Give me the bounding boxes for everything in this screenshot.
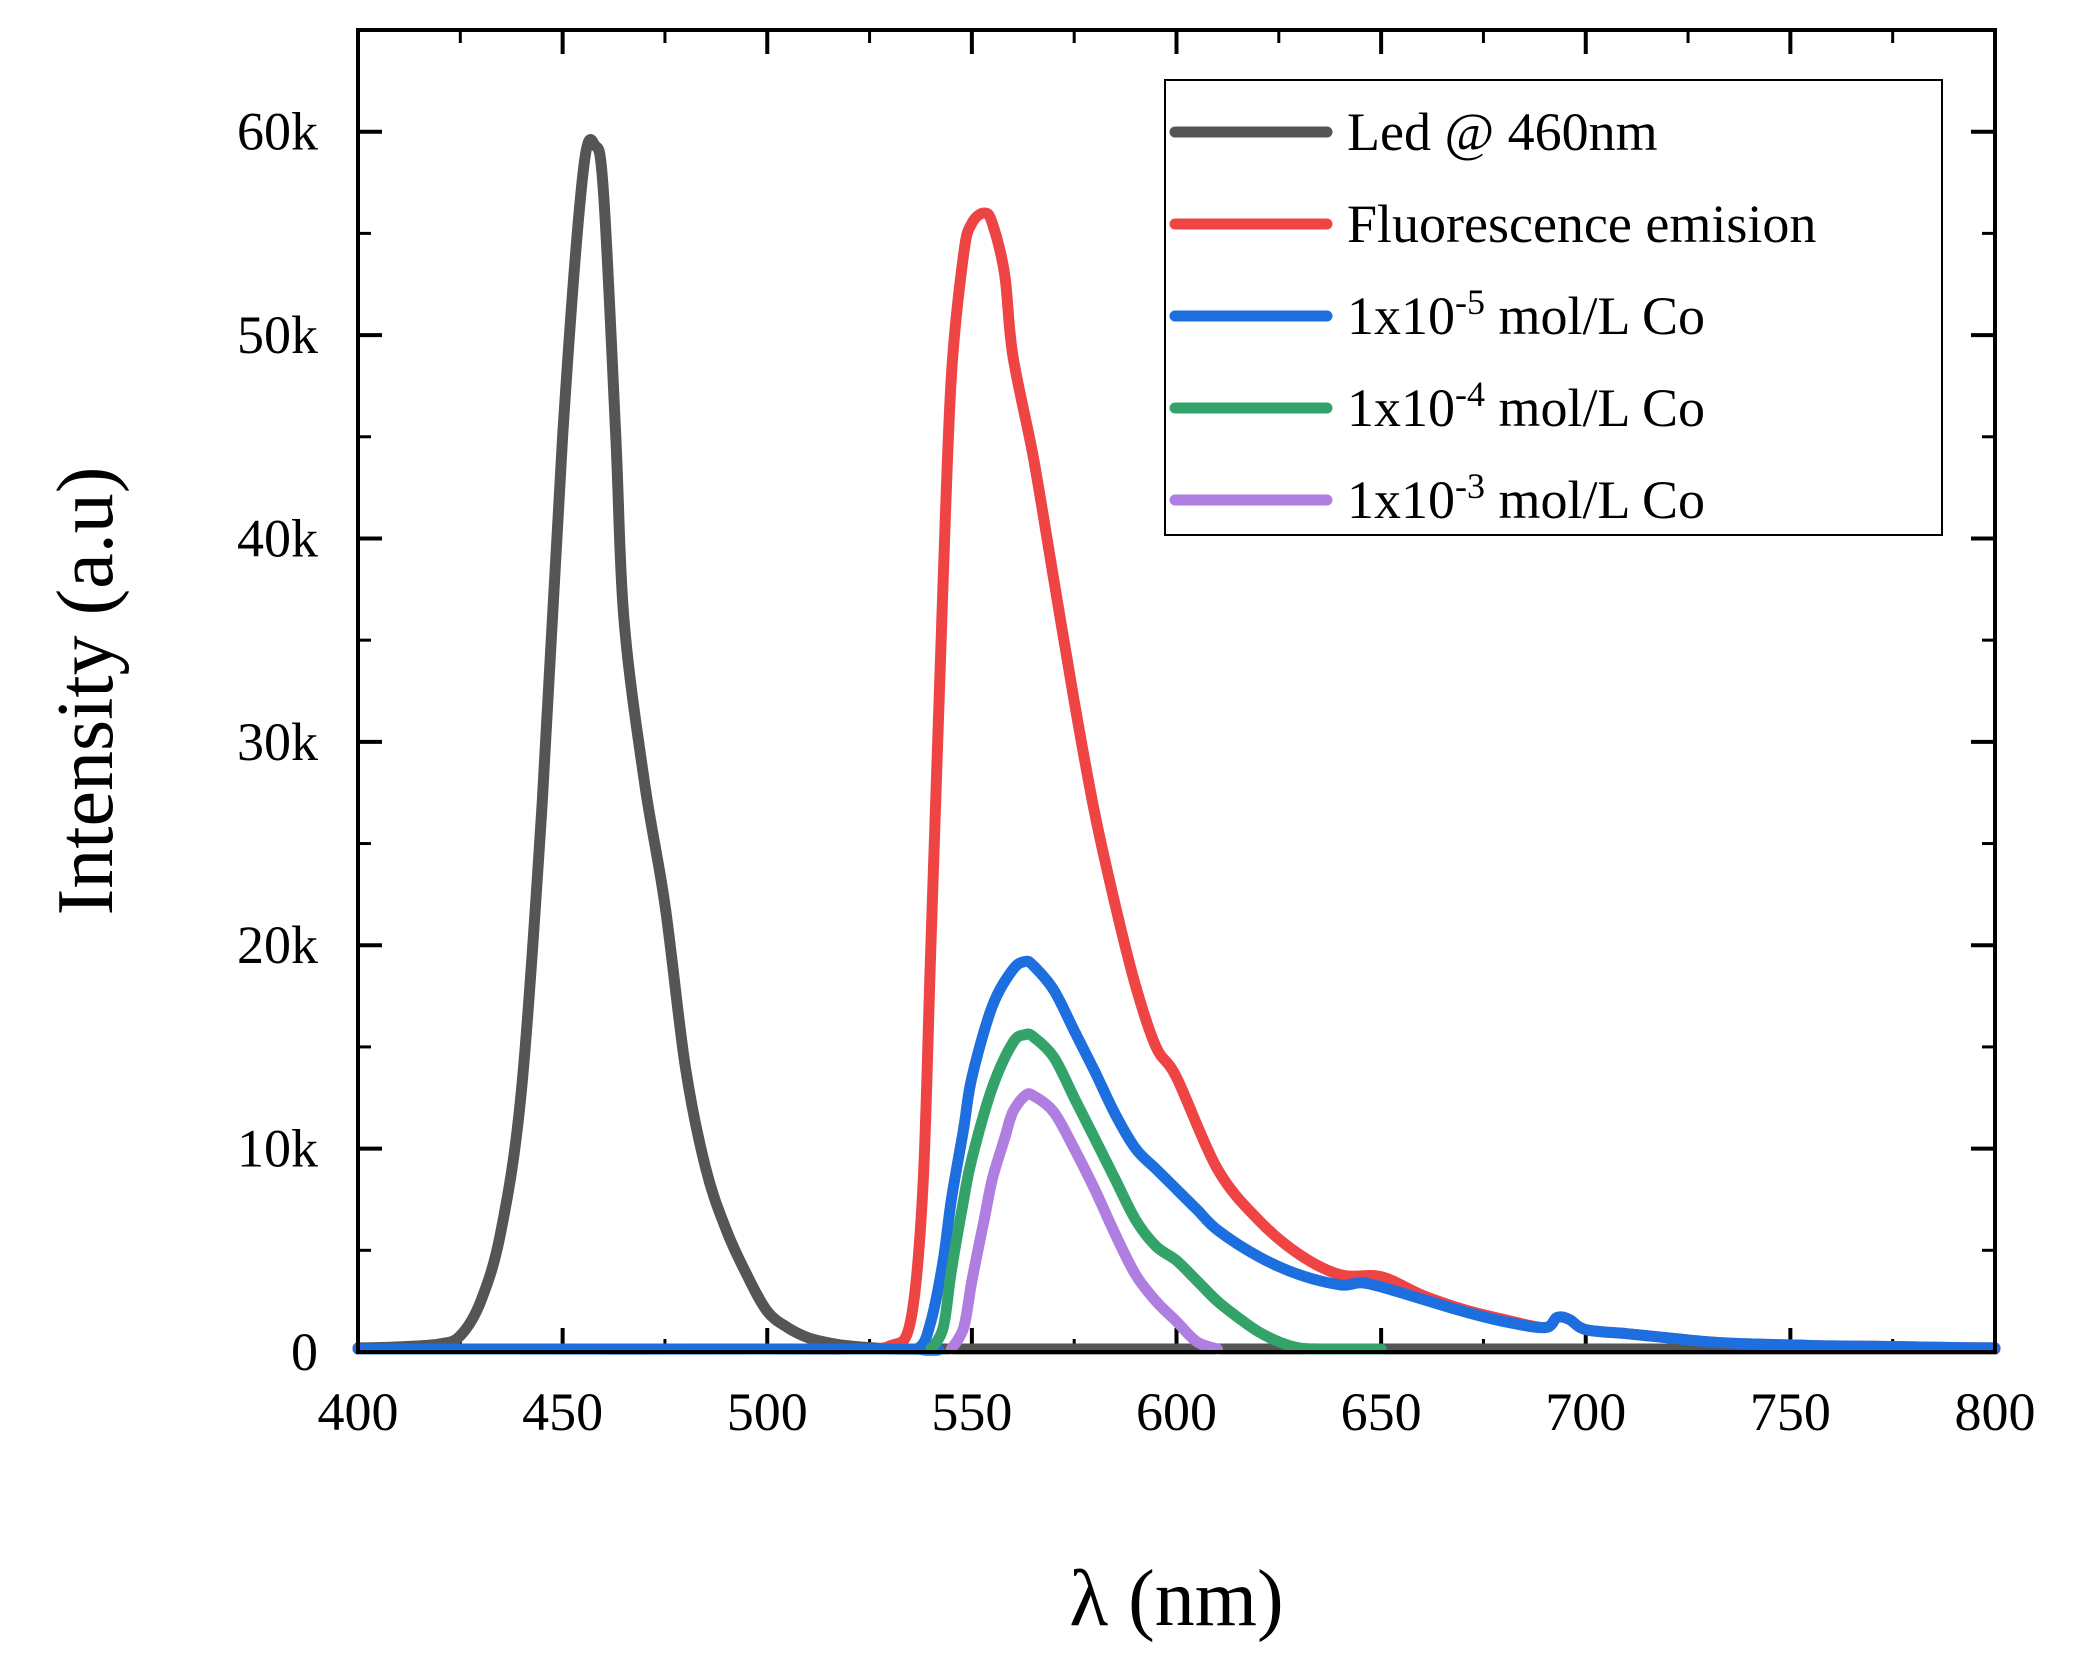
legend-label-2: Fluorescence emision bbox=[1347, 194, 1816, 254]
x-tick-label: 600 bbox=[1136, 1382, 1217, 1442]
x-tick-label: 700 bbox=[1545, 1382, 1626, 1442]
y-ticks bbox=[358, 129, 1995, 1354]
x-tick-labels: 400 450 500 550 600 650 700 750 800 bbox=[318, 1382, 2036, 1442]
x-axis-title: λ (nm) bbox=[1069, 1555, 1283, 1643]
y-tick-labels: 0 10k 20k 30k 40k 50k 60k bbox=[237, 102, 318, 1382]
legend-label-4: 1x10-4 mol/L Co bbox=[1347, 374, 1705, 438]
series-line-5 bbox=[945, 1088, 1223, 1355]
x-tick-label: 800 bbox=[1955, 1382, 2036, 1442]
series-line-1 bbox=[352, 134, 2001, 1355]
x-tick-label: 450 bbox=[522, 1382, 603, 1442]
y-tick-label: 60k bbox=[237, 102, 318, 162]
y-axis-title: Intensity (a.u) bbox=[42, 467, 130, 916]
x-tick-label: 550 bbox=[931, 1382, 1012, 1442]
x-tick-label: 650 bbox=[1341, 1382, 1422, 1442]
x-tick-label: 500 bbox=[727, 1382, 808, 1442]
legend-label-1: Led @ 460nm bbox=[1347, 102, 1658, 162]
y-tick-label: 40k bbox=[237, 508, 318, 568]
legend-box bbox=[1164, 79, 1943, 536]
x-tick-label: 400 bbox=[318, 1382, 399, 1442]
legend-label-5: 1x10-3 mol/L Co bbox=[1347, 466, 1705, 530]
legend-label-3: 1x10-5 mol/L Co bbox=[1347, 282, 1705, 346]
plot-frame bbox=[356, 28, 1997, 1354]
series-layer bbox=[352, 134, 2001, 1356]
y-tick-label: 10k bbox=[237, 1119, 318, 1179]
series-line-4 bbox=[925, 1028, 1387, 1355]
series-line-3 bbox=[352, 955, 2001, 1356]
legend: Led @ 460nm Fluorescence emision 1x10-5 mo… bbox=[1164, 79, 1943, 536]
y-tick-label: 50k bbox=[237, 305, 318, 365]
x-tick-label: 750 bbox=[1750, 1382, 1831, 1442]
y-tick-label: 20k bbox=[237, 915, 318, 975]
y-tick-label: 0 bbox=[291, 1322, 318, 1382]
y-tick-label: 30k bbox=[237, 712, 318, 772]
